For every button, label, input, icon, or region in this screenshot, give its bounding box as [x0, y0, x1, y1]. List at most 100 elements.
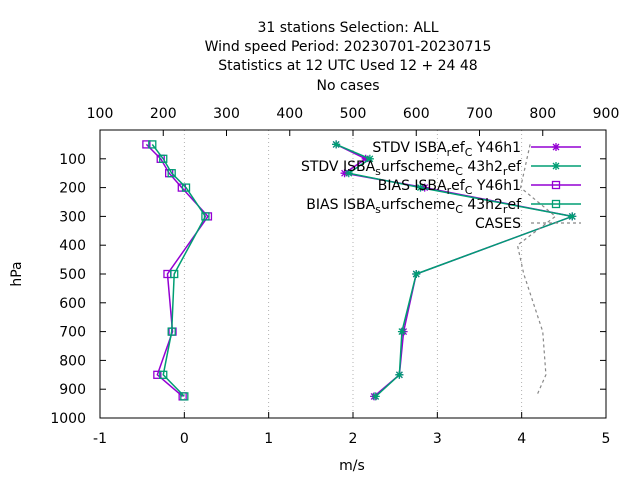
- series-1: [332, 140, 577, 401]
- legend-label-0-part-2: ef: [451, 140, 466, 156]
- x-tick-label-2: 1: [264, 431, 273, 447]
- legend-label-1-part-5: r: [503, 165, 508, 178]
- title-line-4: No cases: [317, 78, 380, 94]
- series-0-point-2: [340, 169, 349, 178]
- legend-label-0-part-4: Y46h1: [472, 140, 521, 156]
- y-tick-label-6: 700: [59, 325, 86, 341]
- x2-tick-label-6: 700: [466, 106, 493, 122]
- legend-label-2-part-4: Y46h1: [472, 178, 521, 194]
- legend-label-3: BIAS ISBAsurfschemeC 43h2ref: [306, 197, 522, 216]
- legend-label-1-part-3: C: [455, 165, 463, 178]
- x2-tick-label-0: 100: [87, 106, 114, 122]
- y-tick-label-1: 200: [59, 181, 86, 197]
- legend-label-0-part-3: C: [465, 146, 473, 159]
- y-tick-label-2: 300: [59, 209, 86, 225]
- series-line-2: [145, 143, 209, 397]
- series-line-3: [151, 143, 207, 397]
- series-3-point-3: [181, 183, 191, 192]
- legend-label-2-part-1: r: [447, 184, 452, 197]
- series-1-point-5: [412, 270, 421, 278]
- series-3-point-4: [201, 212, 210, 221]
- legend-label-1-part-4: 43h2: [463, 159, 503, 175]
- series-1-point-8: [371, 392, 380, 401]
- series-2-point-0: [142, 140, 151, 149]
- axis-ticks: -1 0 1 2 3 4 5 100 200 300 400 500 600 700 800 900 100 20…: [50, 106, 619, 447]
- y-tick-label-3: 400: [59, 238, 86, 254]
- legend-label-3-part-6: ef: [507, 197, 522, 213]
- series-1-point-2: [344, 169, 353, 178]
- legend-label-3-part-5: r: [503, 203, 508, 216]
- series-3-point-7: [159, 370, 168, 379]
- legend-marker-1: [552, 162, 560, 170]
- legend-label-0-part-0: STDV ISBA: [372, 140, 447, 156]
- series-line-4: [516, 144, 557, 397]
- series-3-point-5: [170, 269, 179, 279]
- title-line-3: Statistics at 12 UTC Used 12 + 24 48: [218, 58, 477, 74]
- series-0-point-1: [361, 154, 370, 163]
- x-tick-label-5: 4: [517, 431, 526, 447]
- x2-tick-label-1: 200: [150, 106, 177, 122]
- series-1-point-4: [568, 212, 577, 221]
- series-2-point-7: [153, 370, 162, 379]
- grid: [183, 130, 523, 418]
- legend-label-0: STDV ISBArefC Y46h1: [372, 140, 521, 159]
- y-tick-label-4: 500: [59, 267, 86, 283]
- series-4: [516, 144, 557, 397]
- y-tick-label-8: 900: [59, 382, 86, 398]
- title-line-2: Wind speed Period: 20230701-20230715: [205, 39, 492, 55]
- legend-marker-0: [552, 143, 560, 151]
- x-tick-label-0: -1: [93, 431, 107, 447]
- series-3-point-1: [159, 154, 168, 163]
- legend-label-2: BIAS ISBArefC Y46h1: [378, 178, 521, 197]
- legend-label-3-part-0: BIAS ISBA: [306, 197, 375, 213]
- x-axis-label: m/s: [339, 458, 365, 474]
- series-3-point-0: [148, 140, 157, 149]
- x2-tick-label-8: 900: [593, 106, 620, 122]
- x2-tick-label-4: 500: [340, 106, 367, 122]
- series-1-point-7: [395, 370, 404, 379]
- legend-label-1-part-2: urfscheme: [381, 159, 455, 175]
- x-tick-label-6: 5: [602, 431, 611, 447]
- legend-label-1-part-1: s: [375, 165, 381, 178]
- x2-tick-label-3: 400: [276, 106, 303, 122]
- series-1-point-3: [416, 183, 425, 192]
- y-tick-label-9: 1000: [50, 411, 86, 427]
- chart-title: 31 stations Selection: ALL Wind speed Pe…: [205, 20, 492, 94]
- legend-label-3-part-3: C: [455, 203, 463, 216]
- y-axis-label: hPa: [9, 261, 25, 286]
- legend-label-1-part-0: STDV ISBA: [301, 159, 376, 175]
- series-3: [148, 140, 210, 401]
- series-1-point-6: [397, 327, 406, 336]
- y-tick-label-7: 800: [59, 353, 86, 369]
- legend-marker-3: [551, 199, 561, 209]
- y-tick-label-0: 100: [59, 152, 86, 168]
- legend-marker-2: [551, 180, 561, 190]
- series-3-point-8: [180, 392, 189, 401]
- series-1-point-1: [365, 154, 374, 163]
- legend-label-3-part-2: urfscheme: [381, 197, 455, 213]
- legend-label-2-part-3: C: [465, 184, 473, 197]
- title-line-1: 31 stations Selection: ALL: [257, 20, 438, 36]
- legend-label-2-part-2: ef: [451, 178, 466, 194]
- x2-tick-label-2: 300: [213, 106, 240, 122]
- legend-label-3-part-4: 43h2: [463, 197, 503, 213]
- series-group: [142, 140, 577, 401]
- series-0-point-3: [420, 183, 429, 192]
- series-3-point-6: [167, 327, 176, 336]
- x2-tick-label-5: 600: [403, 106, 430, 122]
- legend-label-1-part-6: ef: [507, 159, 522, 175]
- legend-label-2-part-0: BIAS ISBA: [378, 178, 447, 194]
- y-tick-label-5: 600: [59, 296, 86, 312]
- series-3-point-2: [167, 169, 176, 178]
- x-tick-label-1: 0: [180, 431, 189, 447]
- legend-label-0-part-1: r: [447, 146, 452, 159]
- series-1-point-0: [332, 140, 341, 149]
- x-tick-label-3: 2: [349, 431, 358, 447]
- legend-label-4: CASES: [475, 216, 521, 232]
- x-tick-label-4: 3: [433, 431, 442, 447]
- x2-tick-label-7: 800: [529, 106, 556, 122]
- legend-label-1: STDV ISBAsurfschemeC 43h2ref: [301, 159, 522, 178]
- legend-label-3-part-1: s: [375, 203, 381, 216]
